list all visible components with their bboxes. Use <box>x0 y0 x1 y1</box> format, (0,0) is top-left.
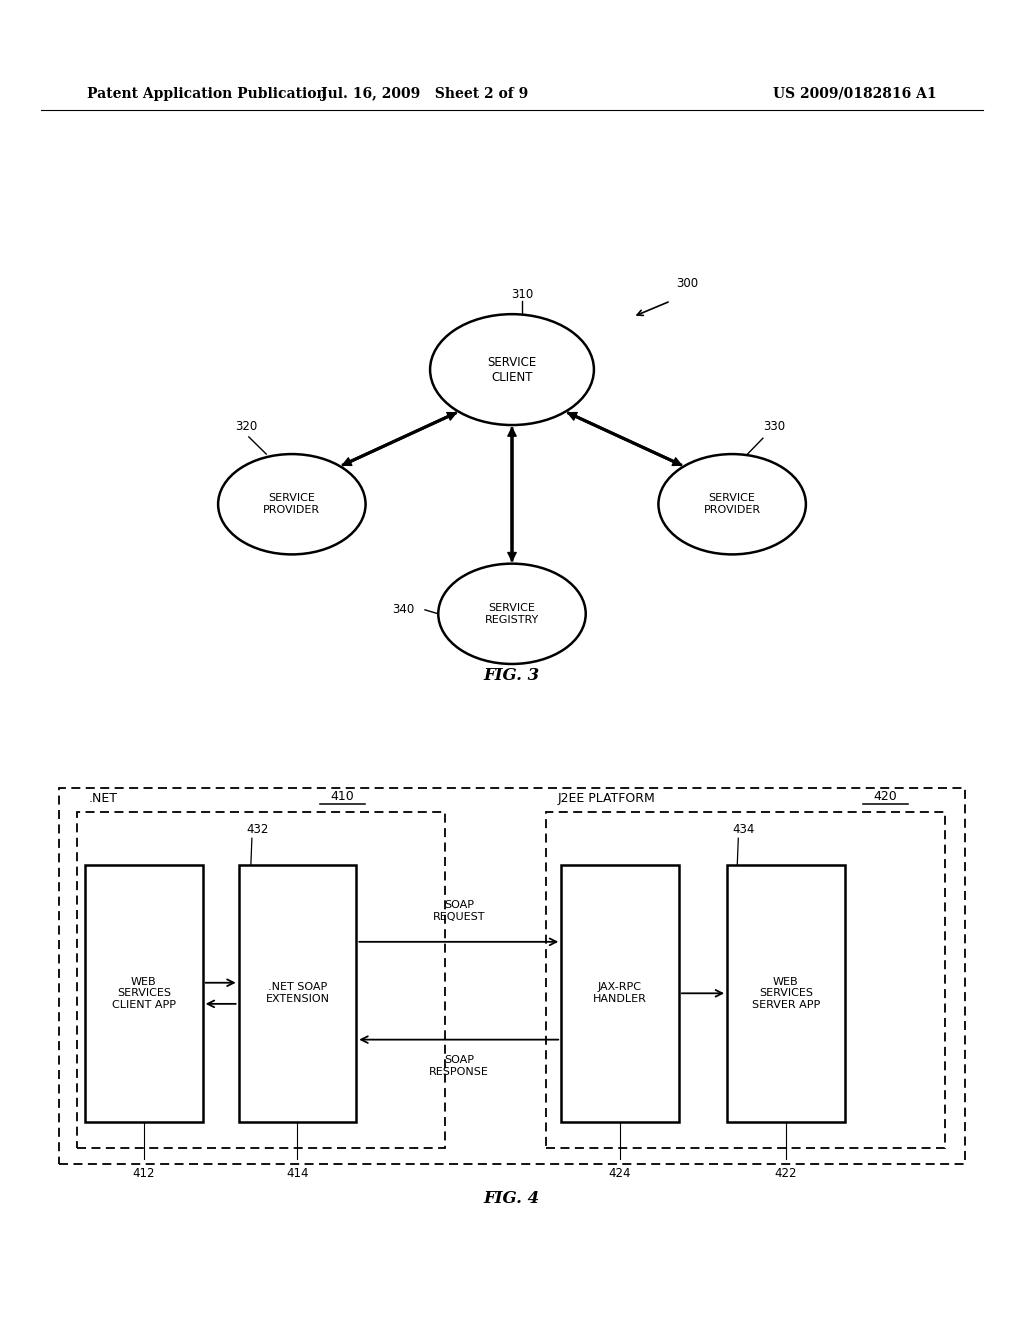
Ellipse shape <box>438 564 586 664</box>
Text: JAX-RPC
HANDLER: JAX-RPC HANDLER <box>593 982 647 1005</box>
Text: 432: 432 <box>247 822 269 836</box>
Text: .NET: .NET <box>89 792 118 805</box>
Ellipse shape <box>658 454 806 554</box>
Text: SOAP
REQUEST: SOAP REQUEST <box>432 900 485 921</box>
Text: 422: 422 <box>775 1167 797 1180</box>
Text: .NET SOAP
EXTENSION: .NET SOAP EXTENSION <box>265 982 330 1005</box>
Text: SERVICE
REGISTRY: SERVICE REGISTRY <box>485 603 539 624</box>
FancyArrowPatch shape <box>343 412 457 466</box>
Bar <box>85 865 203 1122</box>
FancyArrowPatch shape <box>342 413 456 466</box>
FancyArrowPatch shape <box>567 412 681 466</box>
Text: 410: 410 <box>331 789 354 803</box>
Text: 330: 330 <box>763 420 785 433</box>
Text: 300: 300 <box>676 277 698 290</box>
Ellipse shape <box>430 314 594 425</box>
Text: SERVICE
CLIENT: SERVICE CLIENT <box>487 355 537 384</box>
Text: 424: 424 <box>609 1167 631 1180</box>
Text: Patent Application Publication: Patent Application Publication <box>87 87 327 100</box>
Text: SOAP
RESPONSE: SOAP RESPONSE <box>429 1056 488 1077</box>
Text: Jul. 16, 2009   Sheet 2 of 9: Jul. 16, 2009 Sheet 2 of 9 <box>322 87 528 100</box>
Text: 340: 340 <box>392 603 415 616</box>
Text: FIG. 3: FIG. 3 <box>484 668 540 684</box>
FancyArrowPatch shape <box>508 428 516 561</box>
Text: WEB
SERVICES
CLIENT APP: WEB SERVICES CLIENT APP <box>112 977 176 1010</box>
Text: J2EE PLATFORM: J2EE PLATFORM <box>558 792 655 805</box>
Text: SERVICE
PROVIDER: SERVICE PROVIDER <box>703 494 761 515</box>
Text: SERVICE
PROVIDER: SERVICE PROVIDER <box>263 494 321 515</box>
Bar <box>59 788 965 1164</box>
Bar <box>546 812 945 1148</box>
FancyArrowPatch shape <box>568 413 682 466</box>
Text: 414: 414 <box>287 1167 308 1180</box>
Text: WEB
SERVICES
SERVER APP: WEB SERVICES SERVER APP <box>752 977 820 1010</box>
Text: FIG. 4: FIG. 4 <box>484 1191 540 1206</box>
Bar <box>561 865 679 1122</box>
Bar <box>727 865 845 1122</box>
Text: US 2009/0182816 A1: US 2009/0182816 A1 <box>773 87 937 100</box>
Text: 320: 320 <box>236 420 258 433</box>
Text: 310: 310 <box>511 288 534 301</box>
Text: 412: 412 <box>133 1167 155 1180</box>
Bar <box>239 865 356 1122</box>
Text: 420: 420 <box>873 789 897 803</box>
FancyArrowPatch shape <box>508 428 516 561</box>
Ellipse shape <box>218 454 366 554</box>
Bar <box>77 812 445 1148</box>
Text: 434: 434 <box>732 822 755 836</box>
